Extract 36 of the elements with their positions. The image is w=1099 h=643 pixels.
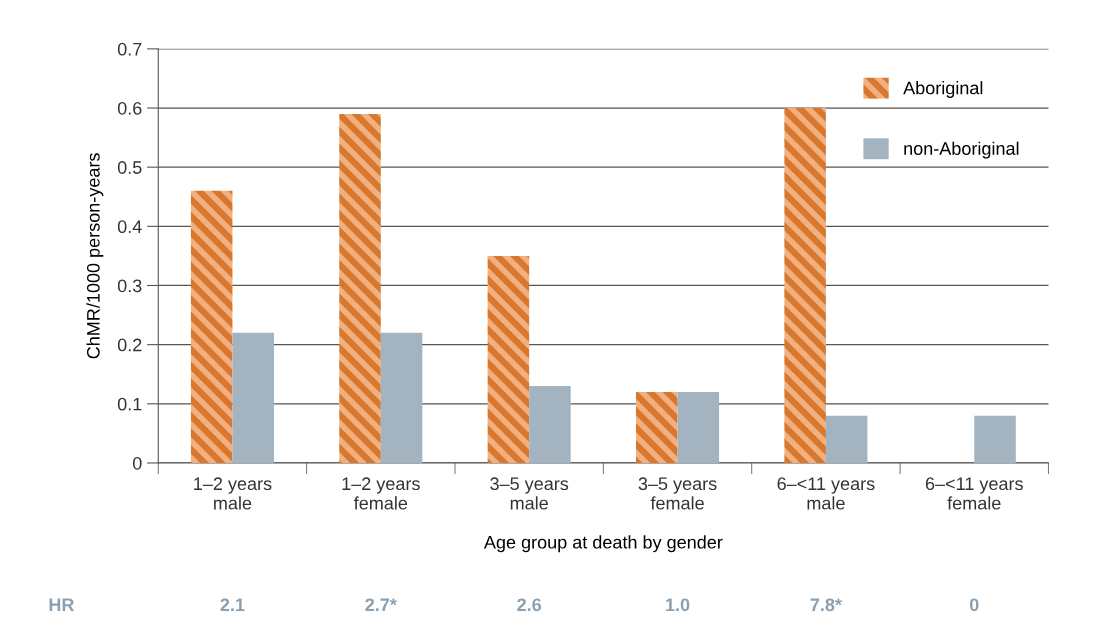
bar: [635, 391, 678, 463]
y-tick-label: 0: [132, 456, 142, 470]
legend-label: non-Aboriginal: [904, 141, 1019, 159]
text: 2.1: [220, 598, 245, 612]
y-tick-label: 0.3: [117, 279, 142, 293]
y-tick-label: 0.6: [117, 101, 142, 115]
bar: [784, 108, 826, 463]
text: HR: [49, 598, 75, 612]
bar: [487, 255, 530, 463]
x-tick-label: 3–5 years male: [490, 477, 569, 510]
text: 2.6: [517, 598, 542, 612]
bar: [974, 415, 1016, 463]
bar: [380, 332, 423, 463]
bar: [825, 415, 868, 463]
bar: [190, 190, 233, 463]
y-tick-label: 0.1: [117, 397, 142, 411]
x-tick-label: 6–<11 years male: [777, 477, 875, 510]
x-tick-label: 1–2 years male: [194, 477, 272, 510]
y-tick-label: 0.5: [117, 161, 142, 174]
y-axis-title: ChMR/1000 person-years: [86, 153, 104, 359]
x-tick-label: 3–5 years female: [638, 477, 717, 510]
y-tick-label: 0.7: [117, 42, 142, 56]
text: 1.0: [666, 598, 690, 612]
y-tick-label: 0.2: [117, 338, 142, 352]
x-tick-label: 6–<11 years female: [925, 477, 1023, 510]
y-tick-label: 0.4: [117, 220, 142, 234]
bar: [677, 391, 720, 463]
x-axis-title: Age group at death by gender: [483, 535, 723, 553]
bar: [339, 113, 381, 463]
x-tick-label: 1–2 years female: [342, 477, 420, 510]
text: 7.8*: [810, 598, 842, 612]
text: 0: [969, 598, 979, 612]
legend-label: Aboriginal: [903, 81, 983, 98]
text: 2.7*: [365, 598, 397, 612]
bar: [529, 386, 571, 463]
bar: [232, 332, 274, 463]
